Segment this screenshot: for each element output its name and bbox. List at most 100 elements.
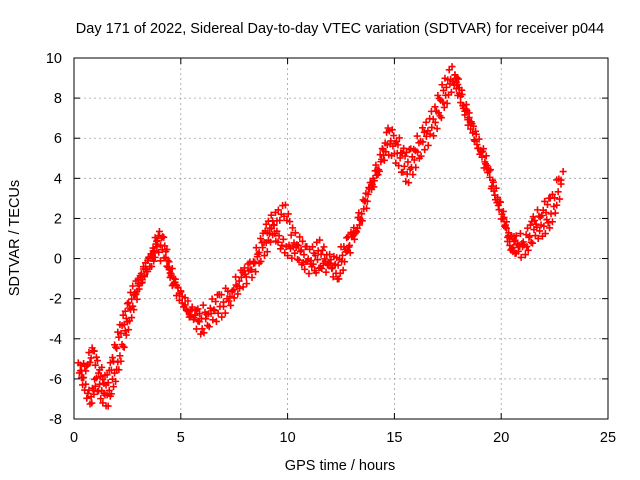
data-point: [112, 377, 120, 385]
data-point: [514, 247, 522, 255]
data-point: [287, 231, 295, 239]
data-point: [307, 256, 315, 264]
data-point: [212, 317, 220, 325]
data-point: [346, 241, 354, 249]
data-point: [443, 99, 451, 107]
data-point: [496, 198, 504, 206]
data-point: [329, 273, 337, 281]
data-point: [378, 145, 386, 153]
data-point: [209, 316, 217, 324]
data-point: [322, 268, 330, 276]
data-point: [115, 366, 123, 374]
data-point: [370, 177, 378, 185]
data-point: [99, 375, 107, 383]
data-point: [220, 298, 228, 306]
data-point: [538, 212, 546, 220]
data-point: [210, 306, 218, 314]
data-point: [88, 399, 96, 407]
data-point: [428, 123, 436, 131]
data-point: [429, 115, 437, 123]
data-point: [351, 229, 359, 237]
data-point: [294, 242, 302, 250]
data-point: [375, 167, 383, 175]
data-point: [119, 311, 127, 319]
data-point: [206, 304, 214, 312]
data-point: [422, 132, 430, 140]
data-point: [420, 128, 428, 136]
data-point: [171, 278, 179, 286]
data-point: [234, 290, 242, 298]
data-point: [440, 103, 448, 111]
data-point: [232, 281, 240, 289]
data-point: [478, 153, 486, 161]
data-point: [168, 265, 176, 273]
data-point: [252, 268, 260, 276]
data-point: [409, 171, 417, 179]
data-point: [488, 182, 496, 190]
data-point: [180, 303, 188, 311]
data-point: [198, 325, 206, 333]
data-point: [556, 195, 564, 203]
data-point: [412, 163, 420, 171]
data-point: [121, 307, 129, 315]
data-point: [543, 201, 551, 209]
x-tick-label: 0: [70, 430, 78, 446]
data-point: [110, 357, 118, 365]
data-point: [153, 243, 161, 251]
data-point: [91, 361, 99, 369]
data-point: [190, 316, 198, 324]
data-point: [233, 282, 241, 290]
data-point: [113, 344, 121, 352]
data-point: [160, 233, 168, 241]
data-point: [178, 299, 186, 307]
data-point: [341, 258, 349, 266]
x-tick-label: 20: [493, 430, 509, 446]
data-point: [260, 252, 268, 260]
data-point: [481, 158, 489, 166]
data-point: [532, 220, 540, 228]
data-point: [276, 245, 284, 253]
data-point: [364, 190, 372, 198]
data-point: [405, 179, 413, 187]
data-point: [107, 366, 115, 374]
data-point: [235, 277, 243, 285]
data-point: [130, 306, 138, 314]
data-point: [318, 246, 326, 254]
data-point: [114, 328, 122, 336]
data-point: [121, 327, 129, 335]
x-tick-label: 15: [386, 430, 402, 446]
data-point: [482, 152, 490, 160]
data-point: [218, 313, 226, 321]
data-point: [103, 371, 111, 379]
data-point: [278, 241, 286, 249]
data-point: [267, 238, 275, 246]
data-point: [422, 118, 430, 126]
data-point: [483, 161, 491, 169]
y-tick-label: 4: [54, 171, 62, 187]
data-point: [150, 257, 158, 265]
data-point: [462, 101, 470, 109]
data-point: [93, 357, 101, 365]
data-point: [334, 261, 342, 269]
data-point: [267, 211, 275, 219]
data-point: [286, 218, 294, 226]
data-point: [239, 268, 247, 276]
data-point: [471, 137, 479, 145]
data-point: [542, 208, 550, 216]
data-point: [86, 358, 94, 366]
data-point: [260, 238, 268, 246]
data-point: [158, 246, 166, 254]
data-point: [353, 228, 361, 236]
data-point: [242, 273, 250, 281]
data-point: [400, 144, 408, 152]
y-tick-label: -6: [49, 372, 62, 388]
data-point: [205, 323, 213, 331]
data-point: [437, 96, 445, 104]
data-point: [465, 109, 473, 117]
data-point: [447, 88, 455, 96]
data-point: [104, 379, 112, 387]
data-point: [485, 167, 493, 175]
data-point: [309, 243, 317, 251]
data-point: [309, 260, 317, 268]
